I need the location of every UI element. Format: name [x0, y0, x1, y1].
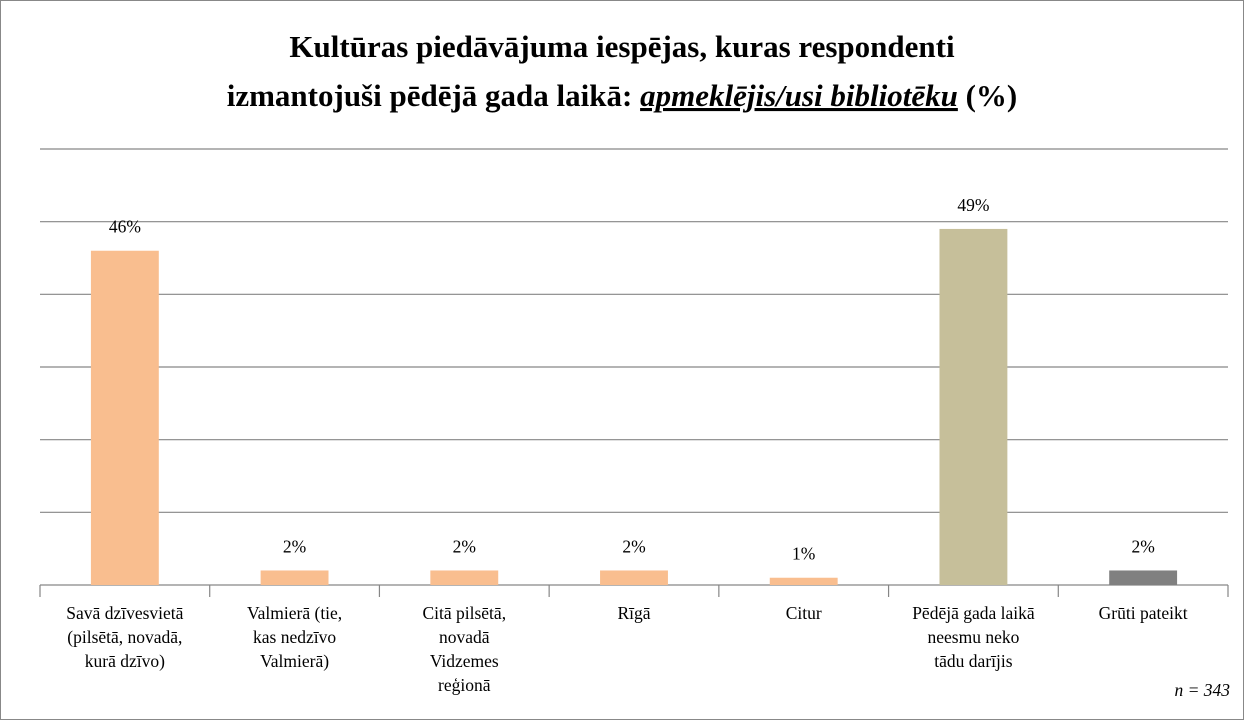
data-label: 46%	[109, 217, 141, 237]
x-tick-label: Rīgā	[617, 603, 650, 623]
x-tick-label: Savā dzīvesvietā	[66, 603, 183, 623]
bar	[430, 570, 499, 585]
bar	[260, 570, 329, 585]
x-tick-label: kas nedzīvo	[253, 627, 336, 647]
title-emphasis: apmeklējis/usi bibliotēku	[640, 78, 958, 113]
title-part: izmantojuši pēdējā gada laikā:	[227, 78, 640, 113]
bar	[90, 250, 159, 585]
data-label: 2%	[283, 536, 306, 556]
x-tick-label: Citā pilsētā,	[422, 603, 506, 623]
x-tick-label: tādu darījis	[934, 651, 1012, 671]
x-tick-label: Valmierā)	[260, 651, 329, 671]
bar	[1109, 570, 1178, 585]
bar	[769, 577, 838, 585]
chart-title: izmantojuši pēdējā gada laikā: apmeklēji…	[227, 78, 1018, 113]
x-tick-label: reģionā	[438, 675, 491, 695]
x-tick-label: (pilsētā, novadā,	[67, 627, 182, 647]
title-part: (%)	[958, 78, 1017, 113]
data-label: 2%	[1131, 536, 1154, 556]
data-label: 49%	[957, 195, 989, 215]
bar	[600, 570, 668, 585]
x-tick-label: Grūti pateikt	[1099, 603, 1188, 623]
x-tick-label: neesmu neko	[927, 627, 1019, 647]
data-label: 2%	[622, 536, 645, 556]
x-tick-label: novadā	[439, 627, 490, 647]
data-label: 1%	[792, 544, 815, 564]
x-tick-label: Citur	[786, 603, 822, 623]
chart-title: Kultūras piedāvājuma iespējas, kuras res…	[289, 29, 955, 64]
data-label: 2%	[453, 536, 476, 556]
bar	[939, 228, 1008, 585]
annotation: n = 343	[1174, 680, 1230, 700]
x-tick-label: Pēdējā gada laikā	[912, 603, 1035, 623]
x-tick-label: Vidzemes	[430, 651, 499, 671]
x-tick-label: Valmierā (tie,	[247, 603, 342, 623]
x-tick-label: kurā dzīvo)	[85, 651, 165, 671]
